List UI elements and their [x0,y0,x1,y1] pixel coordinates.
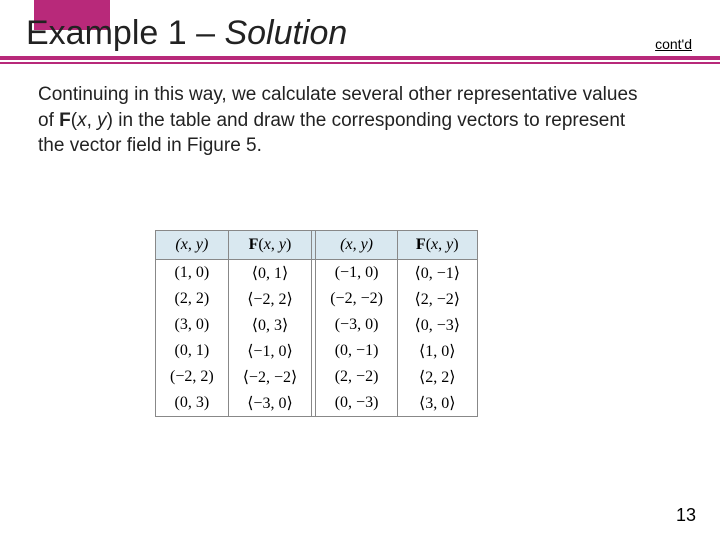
table-row: (0, 1) ⟨−1, 0⟩ (0, −1) ⟨1, 0⟩ [156,338,478,364]
cell: ⟨0, 1⟩ [228,260,312,287]
cell: (−1, 0) [316,260,398,287]
header-rule-thin [0,62,720,64]
title-emphasis: Solution [224,14,347,52]
vector-table-container: (x, y) F(x, y) (x, y) F(x, y) (1, 0) ⟨0,… [155,230,478,417]
cell: ⟨1, 0⟩ [397,338,477,364]
table-row: (2, 2) ⟨−2, 2⟩ (−2, −2) ⟨2, −2⟩ [156,286,478,312]
cell: ⟨0, 3⟩ [228,312,312,338]
cell: ⟨−3, 0⟩ [228,390,312,417]
slide-header: Example 1 – Solution cont'd [0,0,720,68]
table-row: (3, 0) ⟨0, 3⟩ (−3, 0) ⟨0, −3⟩ [156,312,478,338]
cell: (−3, 0) [316,312,398,338]
title-prefix: Example 1 – [26,14,224,52]
slide-title: Example 1 – Solution [26,14,347,53]
cell: (0, 1) [156,338,229,364]
cell: (1, 0) [156,260,229,287]
page-number: 13 [676,505,696,526]
para-y: y [97,110,107,131]
cell: (−2, −2) [316,286,398,312]
table-header-row: (x, y) F(x, y) (x, y) F(x, y) [156,231,478,260]
cell: ⟨−2, −2⟩ [228,364,312,390]
cell: ⟨2, 2⟩ [397,364,477,390]
cell: (0, 3) [156,390,229,417]
col-header-xy2: (x, y) [316,231,398,260]
table-row: (0, 3) ⟨−3, 0⟩ (0, −3) ⟨3, 0⟩ [156,390,478,417]
para-x: x [77,110,87,131]
cell: ⟨3, 0⟩ [397,390,477,417]
para-seg-2: ) in the table and draw the correspondin… [38,110,625,157]
header-rule-thick [0,56,720,60]
col-header-F1: F(x, y) [228,231,312,260]
table-row: (1, 0) ⟨0, 1⟩ (−1, 0) ⟨0, −1⟩ [156,260,478,287]
cell: ⟨2, −2⟩ [397,286,477,312]
para-F: F [59,110,71,131]
col-header-xy1: (x, y) [156,231,229,260]
para-comma: , [87,110,98,131]
cell: (−2, 2) [156,364,229,390]
table-row: (−2, 2) ⟨−2, −2⟩ (2, −2) ⟨2, 2⟩ [156,364,478,390]
continued-label: cont'd [655,36,692,52]
cell: ⟨−1, 0⟩ [228,338,312,364]
cell: (2, −2) [316,364,398,390]
vector-field-table: (x, y) F(x, y) (x, y) F(x, y) (1, 0) ⟨0,… [155,230,478,417]
cell: (2, 2) [156,286,229,312]
cell: (0, −1) [316,338,398,364]
col-header-F2: F(x, y) [397,231,477,260]
cell: ⟨0, −3⟩ [397,312,477,338]
body-paragraph: Continuing in this way, we calculate sev… [38,82,638,159]
cell: ⟨0, −1⟩ [397,260,477,287]
cell: ⟨−2, 2⟩ [228,286,312,312]
cell: (3, 0) [156,312,229,338]
cell: (0, −3) [316,390,398,417]
